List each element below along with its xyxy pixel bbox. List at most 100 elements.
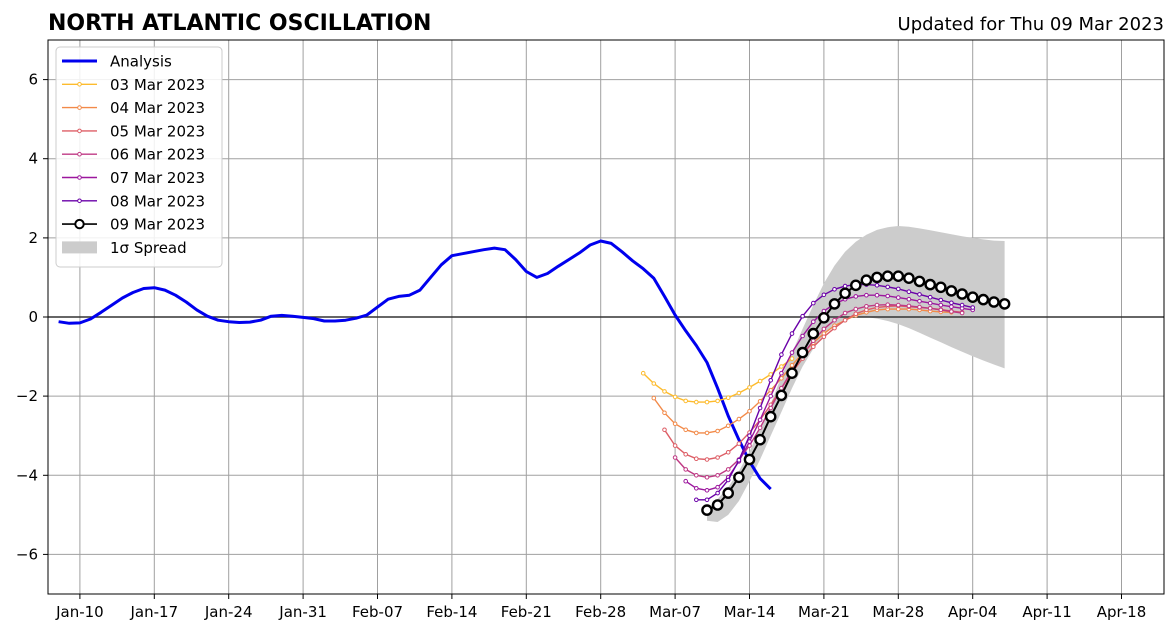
forecast-point: [640, 370, 646, 376]
forecast-point: [959, 302, 965, 308]
forecast-point: [694, 456, 699, 462]
forecast-point: [683, 467, 689, 472]
forecast-point: [796, 346, 809, 359]
forecast-point: [927, 294, 933, 300]
forecast-point: [757, 378, 763, 384]
forecast-point: [938, 297, 944, 303]
forecast-point: [842, 283, 848, 289]
legend-marker: [77, 175, 82, 180]
forecast-point: [998, 298, 1011, 310]
forecast-point: [938, 302, 944, 308]
forecast-point: [864, 304, 869, 309]
spread-band: [707, 226, 1005, 522]
forecast-point: [694, 399, 699, 405]
forecast-line: [653, 308, 952, 434]
forecast-point: [850, 279, 862, 292]
forecast-point: [715, 455, 720, 460]
forecast-point: [917, 298, 922, 304]
forecast-point: [988, 296, 1000, 308]
legend-marker: [77, 151, 82, 157]
forecast-point: [811, 300, 816, 306]
forecast-point: [768, 387, 774, 393]
forecast-point: [662, 389, 667, 394]
forecast-point: [715, 473, 720, 478]
forecast-point: [757, 417, 763, 423]
forecast-point: [683, 398, 689, 404]
forecast-point: [913, 275, 926, 288]
forecast-point: [789, 331, 795, 336]
legend-entry: 05 Mar 2023: [62, 122, 205, 140]
forecast-point: [896, 286, 901, 292]
legend-entry: 09 Mar 2023: [62, 216, 205, 234]
forecast-point: [736, 390, 742, 396]
forecast-point: [683, 478, 689, 484]
forecast-point: [651, 381, 657, 386]
legend-label: 05 Mar 2023: [110, 122, 205, 140]
forecast-point: [662, 427, 667, 433]
forecast-layer: [640, 270, 1011, 516]
forecast-point: [949, 300, 954, 306]
x-tick-label: Mar-28: [872, 603, 924, 621]
forecast-point: [754, 433, 766, 446]
forecast-point: [966, 291, 979, 304]
legend-label: 04 Mar 2023: [110, 99, 205, 117]
forecast-point: [736, 441, 742, 446]
forecast-point: [938, 307, 944, 313]
forecast-point: [800, 333, 805, 339]
forecast-point: [945, 285, 958, 297]
forecast-point: [725, 450, 731, 455]
forecast-point: [694, 497, 699, 503]
legend-entry: 04 Mar 2023: [62, 99, 205, 117]
forecast-point: [842, 317, 848, 323]
forecast-point: [747, 433, 752, 439]
forecast-point: [711, 499, 724, 511]
forecast-point: [704, 475, 710, 480]
spread-layer: [707, 226, 1005, 522]
y-tick-label: 2: [28, 229, 38, 247]
forecast-point: [935, 281, 947, 294]
forecast-point: [860, 274, 873, 287]
forecast-point: [906, 289, 912, 295]
y-tick-label: 4: [28, 150, 38, 168]
forecast-point: [881, 270, 894, 283]
legend-label: Analysis: [110, 53, 172, 71]
forecast-point: [725, 467, 731, 472]
forecast-point: [651, 395, 657, 401]
legend-marker: [77, 198, 82, 204]
forecast-point: [704, 457, 710, 462]
forecast-point: [970, 305, 976, 310]
x-tick-label: Feb-07: [352, 603, 403, 621]
forecast-point: [779, 370, 784, 376]
legend-entry: 08 Mar 2023: [62, 192, 205, 210]
forecast-point: [779, 385, 784, 391]
legend-entry: 1σ Spread: [62, 239, 187, 257]
chart-subtitle: Updated for Thu 09 Mar 2023: [898, 14, 1164, 35]
forecast-point: [757, 405, 763, 411]
forecast-point: [715, 490, 720, 496]
forecast-point: [789, 350, 795, 355]
forecast-point: [775, 389, 788, 402]
chart-title: NORTH ATLANTIC OSCILLATION: [48, 11, 431, 36]
forecast-point: [789, 356, 795, 361]
forecast-point: [683, 452, 689, 457]
x-tick-label: Jan-24: [204, 603, 253, 621]
legend-label: 03 Mar 2023: [110, 76, 205, 94]
forecast-point: [768, 405, 774, 411]
analysis-line: [58, 239, 772, 491]
y-tick-label: 0: [28, 308, 38, 326]
x-tick-label: Feb-21: [501, 603, 552, 621]
forecast-point: [694, 473, 699, 478]
forecast-point: [853, 311, 859, 317]
forecast-point: [821, 326, 827, 332]
legend-label: 07 Mar 2023: [110, 169, 205, 187]
forecast-point: [786, 367, 798, 380]
legend-entry: 07 Mar 2023: [62, 169, 205, 187]
forecast-point: [927, 300, 933, 306]
forecast-point: [694, 486, 699, 491]
forecast-series: [694, 282, 976, 503]
forecast-point: [903, 272, 915, 285]
x-tick-label: Mar-14: [724, 603, 776, 621]
legend-label: 1σ Spread: [110, 239, 187, 257]
legend-label: 09 Mar 2023: [110, 216, 205, 234]
forecast-point: [977, 293, 990, 306]
